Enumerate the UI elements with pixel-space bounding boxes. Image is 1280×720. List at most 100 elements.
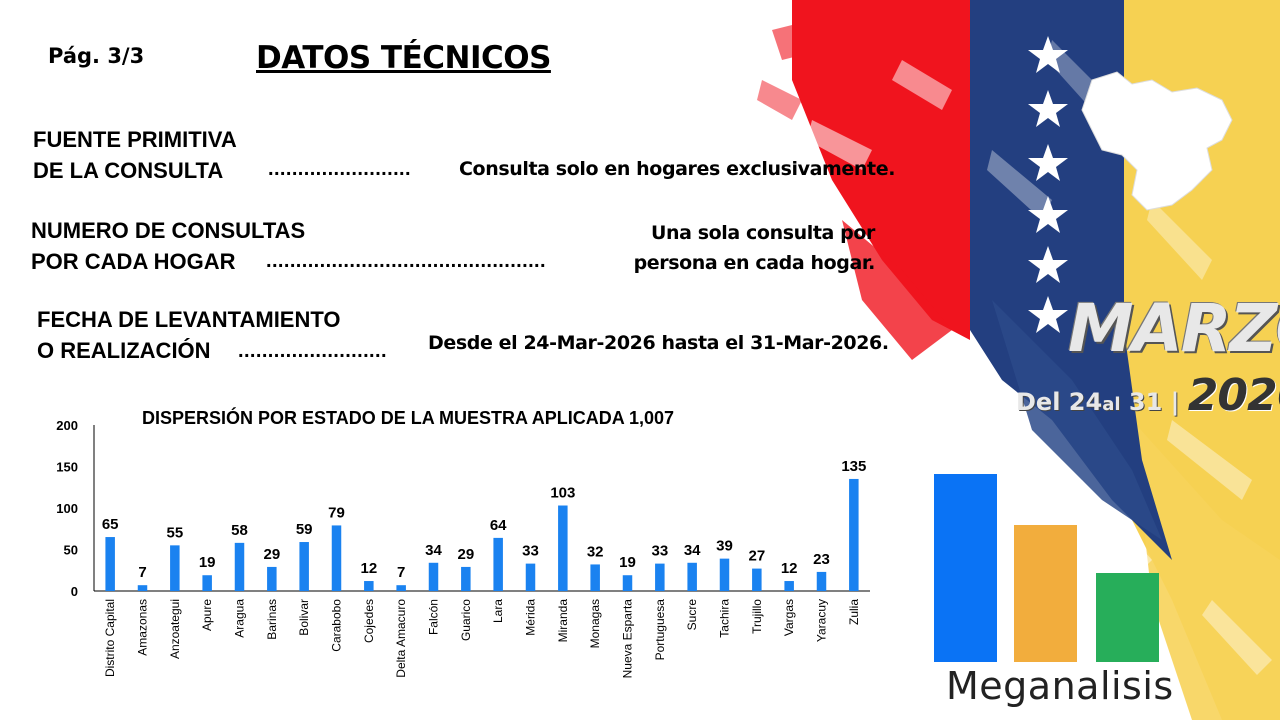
banner-month: MARZO (1068, 290, 1280, 367)
banner-separator: | (1170, 388, 1180, 416)
category-label: Bolivar (297, 599, 311, 636)
bar (428, 562, 439, 591)
bar-value-label: 39 (716, 538, 733, 555)
section-source-label: FUENTE PRIMITIVA DE LA CONSULTA (33, 124, 237, 186)
bar (331, 525, 342, 591)
bar (267, 566, 277, 591)
category-label: Nueva Esparta (621, 599, 635, 679)
bar-value-label: 23 (813, 551, 830, 568)
bar (234, 542, 245, 591)
section-count-label: NUMERO DE CONSULTAS POR CADA HOGAR (31, 215, 305, 277)
y-tick-label: 100 (56, 501, 78, 516)
bar-chart: 0 50 100 150 200 65 Distrito Capital 7 Amazonas 5… (56, 420, 870, 679)
section-source-value: Consulta solo en hogares exclusivamente. (459, 158, 896, 180)
bar (655, 563, 665, 591)
bar-value-label: 55 (166, 524, 183, 541)
category-label: Carabobo (330, 599, 344, 652)
bar-value-label: 33 (651, 543, 668, 560)
banner-date-range: Del 24al 31 | 2026 (1016, 370, 1280, 421)
section-date-label-line1: FECHA DE LEVANTAMIENTO (37, 307, 341, 332)
category-label: Miranda (556, 599, 570, 643)
section-date-dots: ......................... (238, 340, 387, 362)
category-label: Barinas (265, 599, 279, 640)
banner-day-to: 31 (1128, 388, 1163, 416)
bar (202, 575, 212, 591)
bar-value-label: 32 (587, 543, 604, 560)
category-label: Sucre (685, 599, 699, 631)
bar (558, 505, 568, 591)
section-count-value-line2: persona en cada hogar. (633, 252, 876, 274)
category-label: Lara (491, 599, 505, 623)
bar-value-label: 65 (102, 516, 119, 533)
category-label: Anzoategui (168, 599, 182, 659)
category-label: Falcón (427, 599, 441, 635)
section-source-label-line1: FUENTE PRIMITIVA (33, 127, 237, 152)
logo-bar-blue (934, 474, 997, 662)
flag-background (752, 0, 1280, 720)
category-label: Amazonas (136, 599, 150, 656)
section-count-dots: ........................................… (266, 250, 546, 272)
bar-value-label: 29 (263, 546, 280, 563)
category-label: Zulia (847, 599, 861, 625)
bar-value-label: 34 (684, 542, 701, 559)
bar (687, 562, 697, 591)
logo-bar-orange (1014, 525, 1077, 662)
logo-name: Meganalisis (946, 664, 1174, 708)
bar-value-label: 19 (199, 554, 216, 571)
bar-value-label: 59 (296, 521, 313, 538)
banner-day-from: 24 (1068, 388, 1103, 416)
section-date-label-line2: O REALIZACIÓN (37, 338, 211, 363)
bar (752, 568, 762, 591)
bar (105, 537, 115, 591)
bar (816, 571, 827, 591)
banner-del: Del (1016, 388, 1061, 416)
chart-title: DISPERSIÓN POR ESTADO DE LA MUESTRA APLI… (142, 408, 675, 428)
section-count-label-line1: NUMERO DE CONSULTAS (31, 218, 306, 243)
category-label: Cojedes (362, 599, 376, 643)
category-label: Distrito Capital (103, 599, 117, 677)
y-tick-label: 200 (56, 420, 78, 433)
bar (137, 585, 148, 591)
category-label: Portuguesa (653, 599, 667, 661)
page-title: DATOS TÉCNICOS (256, 40, 551, 76)
y-tick-label: 0 (71, 584, 78, 599)
section-date-value: Desde el 24-Mar-2026 hasta el 31-Mar-202… (428, 332, 889, 354)
bar-value-label: 33 (522, 543, 539, 560)
bar (719, 558, 730, 591)
bar-value-label: 12 (360, 560, 377, 577)
page-number: Pág. 3/3 (48, 44, 145, 68)
bar-value-label: 7 (138, 564, 146, 581)
category-label: Apure (200, 599, 214, 631)
bar (493, 537, 503, 591)
category-label: Aragua (233, 599, 247, 638)
banner-al: al (1102, 394, 1121, 415)
y-tick-label: 50 (64, 543, 78, 558)
bar-value-label: 58 (231, 522, 248, 539)
section-source-dots: ........................ (268, 158, 411, 180)
bar (170, 545, 180, 591)
logo-bar-green (1096, 573, 1159, 662)
category-label: Trujillo (750, 599, 764, 634)
bar-value-label: 27 (748, 548, 765, 565)
bar (364, 581, 374, 591)
bar-value-label: 29 (457, 546, 474, 563)
category-label: Mérida (524, 599, 538, 636)
bar (590, 564, 600, 591)
category-label: Vargas (782, 599, 796, 636)
bar (622, 575, 633, 591)
bar-value-label: 19 (619, 554, 636, 571)
bar-value-label: 12 (781, 560, 798, 577)
section-count-label-line2: POR CADA HOGAR (31, 249, 236, 274)
bar-value-label: 103 (550, 485, 575, 502)
category-label: Delta Amacuro (394, 599, 408, 678)
y-tick-label: 150 (56, 460, 78, 475)
banner-year: 2026 (1187, 370, 1280, 421)
bar-value-label: 34 (425, 542, 442, 559)
bar (849, 478, 859, 591)
section-count-value-line1: Una sola consulta por (650, 222, 875, 244)
section-date-label: FECHA DE LEVANTAMIENTO O REALIZACIÓN (37, 304, 341, 366)
category-label: Tachira (718, 599, 732, 638)
venezuela-flag-graphic (757, 0, 1280, 720)
bar (525, 563, 536, 591)
bar (396, 585, 406, 591)
